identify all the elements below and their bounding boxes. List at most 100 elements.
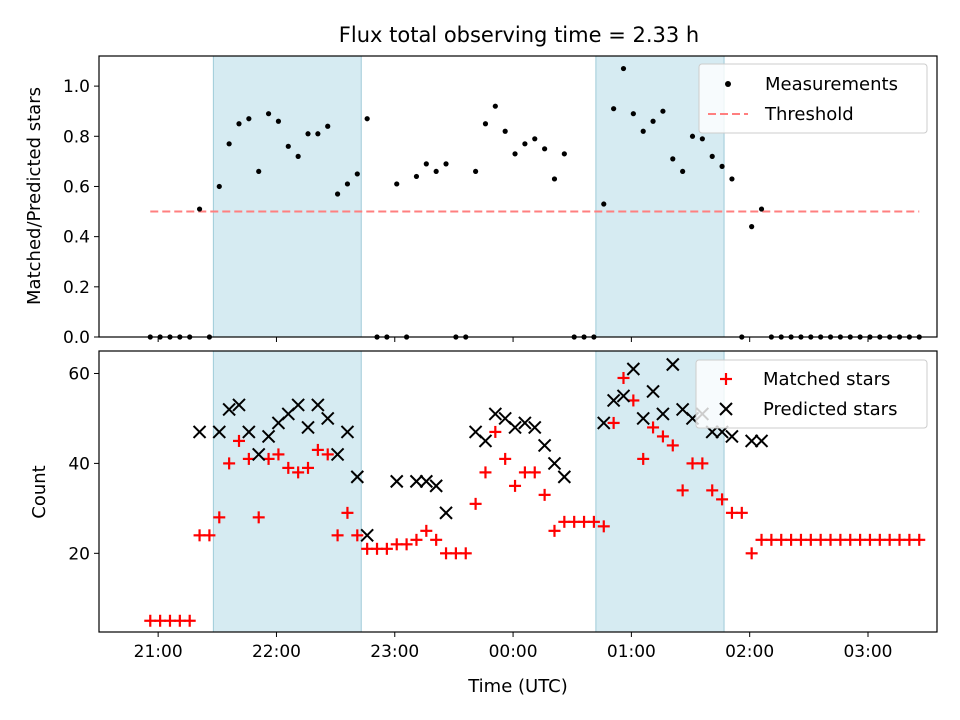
matched-star-point	[420, 524, 433, 537]
matched-star-point	[400, 538, 413, 551]
predicted-star-point	[321, 411, 335, 426]
measurement-point	[354, 171, 360, 177]
predicted-star-point	[478, 434, 493, 448]
y-tick-label: 0.4	[63, 228, 90, 248]
matched-star-point	[183, 614, 196, 627]
matched-star-point	[489, 425, 502, 438]
marker-stroke	[212, 425, 226, 439]
matched-star-point	[410, 533, 423, 546]
measurement-point	[709, 153, 715, 159]
predicted-star-point	[232, 398, 246, 412]
marker-stroke	[537, 438, 552, 453]
marker-stroke	[222, 402, 236, 417]
marker-stroke	[360, 528, 374, 543]
predicted-star-point	[656, 407, 670, 421]
marker-stroke	[390, 474, 404, 489]
predicted-star-point	[252, 447, 266, 462]
y-tick-label: 0.6	[63, 177, 90, 197]
matched-star-point	[538, 488, 551, 501]
matched-star-point	[617, 371, 630, 384]
measurement-point	[492, 103, 498, 109]
matched-star-point	[213, 511, 226, 524]
predicted-star-point	[350, 470, 365, 484]
predicted-star-point	[537, 438, 552, 453]
predicted-star-point	[666, 357, 680, 372]
predicted-star-point	[646, 384, 660, 399]
marker-stroke	[616, 389, 631, 403]
matched-star-point	[656, 430, 669, 443]
matched-star-point	[647, 421, 660, 434]
measurement-point	[305, 131, 311, 137]
measurement-point	[512, 151, 518, 157]
y-tick-label: 0.0	[63, 328, 90, 348]
marker-stroke	[321, 411, 335, 426]
matched-star-point	[469, 497, 482, 510]
matched-star-point	[311, 443, 324, 456]
measurement-point	[246, 116, 252, 122]
matched-star-point	[676, 484, 689, 497]
predicted-star-point	[419, 474, 434, 489]
matched-star-point	[706, 484, 719, 497]
predicted-star-point	[626, 362, 641, 376]
predicted-star-point	[291, 398, 305, 412]
y-tick-label: 60	[68, 364, 90, 384]
legend-measurements-marker	[725, 81, 731, 87]
measurement-point	[532, 136, 538, 142]
matched-star-point	[716, 493, 729, 506]
legend-predicted-marker	[719, 402, 733, 416]
x-tick-label: 01:00	[607, 642, 656, 662]
marker-stroke	[311, 398, 325, 412]
matched-star-point	[321, 448, 334, 461]
top-axes-frame	[98, 55, 938, 338]
marker-stroke	[340, 425, 355, 439]
measurement-point	[630, 111, 636, 117]
marker-stroke	[518, 416, 532, 430]
marker-stroke	[439, 506, 453, 520]
matched-star-point	[272, 448, 285, 461]
marker-stroke	[419, 474, 434, 489]
measurement-point	[660, 108, 666, 114]
predicted-star-point	[330, 447, 345, 462]
measurement-point	[236, 121, 242, 127]
predicted-star-point	[518, 416, 532, 430]
predicted-star-point	[597, 416, 611, 430]
marker-stroke	[232, 398, 246, 412]
marker-stroke	[192, 425, 207, 439]
marker-stroke	[606, 393, 621, 408]
measurement-point	[640, 128, 646, 134]
y-tick-label: 0.2	[63, 278, 90, 298]
bottom-legend-box	[695, 359, 928, 429]
matched-star-point	[745, 547, 758, 560]
x-tick-label: 03:00	[843, 642, 892, 662]
marker-stroke	[468, 425, 483, 439]
predicted-star-point	[508, 420, 522, 435]
predicted-star-point	[409, 474, 424, 489]
marker-stroke	[547, 456, 562, 471]
measurement-point	[502, 128, 508, 134]
predicted-star-point	[606, 393, 621, 408]
measurement-point	[315, 131, 321, 137]
matched-star-point	[252, 511, 265, 524]
predicted-star-point	[429, 479, 443, 493]
marker-stroke	[301, 420, 315, 435]
measurement-point	[601, 201, 607, 207]
measurement-point	[473, 168, 479, 175]
measurement-point	[295, 153, 301, 159]
matched-star-point	[341, 506, 354, 519]
top-shading	[212, 55, 725, 338]
marker-stroke	[330, 447, 345, 462]
predicted-star-point	[439, 506, 453, 520]
measurement-point	[334, 191, 341, 197]
measurement-point	[482, 121, 489, 127]
measurement-point	[216, 183, 222, 190]
top-y-axis-label: Matched/Predicted stars	[24, 87, 45, 305]
measurement-point	[413, 173, 420, 180]
chart-title: Flux total observing time = 2.33 h	[339, 23, 699, 47]
predicted-star-point	[754, 434, 769, 448]
matched-star-point	[430, 533, 443, 546]
matched-star-point	[548, 524, 561, 537]
bottom-y-ticks: 20 40 60	[68, 364, 99, 564]
matched-star-point	[459, 547, 472, 560]
matched-star-point	[528, 466, 541, 479]
